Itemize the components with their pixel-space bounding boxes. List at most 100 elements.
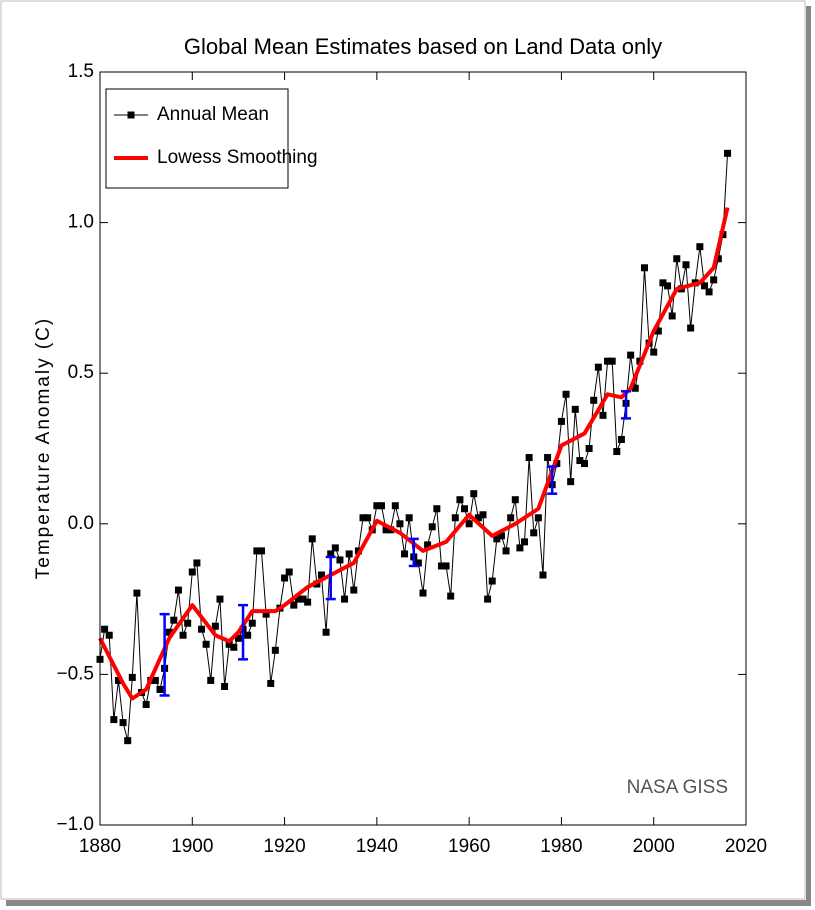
x-tick-label: 1980 <box>540 836 582 857</box>
chart-title: Global Mean Estimates based on Land Data… <box>184 34 662 59</box>
data-point <box>539 571 547 579</box>
data-point <box>470 490 478 498</box>
data-point <box>382 526 390 534</box>
data-point <box>424 541 432 549</box>
data-point <box>581 460 588 468</box>
data-point <box>114 676 122 684</box>
data-point <box>479 511 487 519</box>
x-tick-label: 1880 <box>79 836 121 857</box>
data-point <box>198 625 206 633</box>
data-point <box>599 411 607 419</box>
data-point <box>299 595 307 603</box>
data-point <box>350 586 358 594</box>
data-point <box>391 502 399 510</box>
data-point <box>516 544 524 552</box>
data-point <box>571 405 579 413</box>
error-bar <box>325 555 336 601</box>
y-tick-label: −0.5 <box>56 663 94 684</box>
data-point <box>304 598 312 606</box>
data-point <box>179 631 187 639</box>
data-point <box>617 435 625 443</box>
data-point <box>534 514 542 522</box>
data-point <box>193 559 201 567</box>
data-point <box>170 616 178 624</box>
data-point <box>507 514 515 522</box>
data-point <box>705 288 713 296</box>
data-point <box>396 520 404 528</box>
data-point <box>493 535 501 543</box>
data-point <box>474 514 482 522</box>
error-bar <box>238 603 249 661</box>
data-point <box>451 514 459 522</box>
data-point <box>659 279 667 287</box>
data-point <box>608 357 616 365</box>
error-bar <box>159 612 170 697</box>
x-tick-label: 1920 <box>263 836 305 857</box>
data-point <box>530 529 538 537</box>
data-point <box>285 568 293 576</box>
data-point <box>562 390 570 398</box>
data-point <box>654 327 662 335</box>
data-point <box>710 276 718 284</box>
data-point <box>105 631 113 639</box>
data-point <box>447 592 455 600</box>
data-point <box>668 312 676 320</box>
data-point <box>221 682 229 690</box>
data-point <box>488 577 496 585</box>
legend-box <box>105 88 289 189</box>
legend-label: Lowess Smoothing <box>157 147 318 168</box>
data-point <box>664 282 672 290</box>
data-point <box>673 255 681 263</box>
data-point <box>248 619 256 627</box>
y-tick-label: 0.5 <box>68 362 94 383</box>
data-point <box>442 562 450 570</box>
data-point <box>696 243 704 251</box>
data-point <box>650 348 658 356</box>
data-point <box>341 595 349 603</box>
data-point <box>377 502 385 510</box>
data-point <box>253 547 261 555</box>
data-point <box>428 523 436 531</box>
data-point <box>142 701 150 709</box>
data-point <box>151 676 159 684</box>
data-point <box>502 547 510 555</box>
data-point <box>156 685 164 693</box>
data-point <box>604 357 612 365</box>
data-point <box>331 544 339 552</box>
y-tick-label: −1.0 <box>56 814 94 835</box>
data-point <box>262 610 270 618</box>
data-point <box>373 502 381 510</box>
data-point <box>525 454 533 462</box>
data-point <box>124 737 132 745</box>
error-bar <box>547 465 558 495</box>
legend-marker <box>127 111 135 119</box>
data-point <box>110 716 118 724</box>
frame-shadow <box>806 6 811 906</box>
data-point <box>281 574 289 582</box>
data-point <box>336 556 344 564</box>
data-point <box>497 532 505 540</box>
data-point <box>484 595 492 603</box>
data-point <box>544 454 552 462</box>
data-point <box>557 417 565 425</box>
data-point <box>207 676 215 684</box>
data-point <box>461 505 469 513</box>
x-tick-label: 2020 <box>725 836 767 857</box>
data-point <box>613 448 621 456</box>
data-point <box>682 261 690 269</box>
data-point <box>244 631 252 639</box>
x-tick-label: 1960 <box>448 836 490 857</box>
y-tick-label: 1.0 <box>68 212 94 233</box>
data-point <box>414 559 422 567</box>
data-point <box>405 514 413 522</box>
data-point <box>211 622 219 630</box>
data-point <box>234 634 242 642</box>
frame-shadow <box>6 900 811 906</box>
x-tick-label: 2000 <box>633 836 675 857</box>
data-point <box>687 324 695 332</box>
data-point <box>714 255 722 263</box>
data-point <box>456 496 464 504</box>
data-point <box>128 673 136 681</box>
error-bar <box>621 390 632 420</box>
